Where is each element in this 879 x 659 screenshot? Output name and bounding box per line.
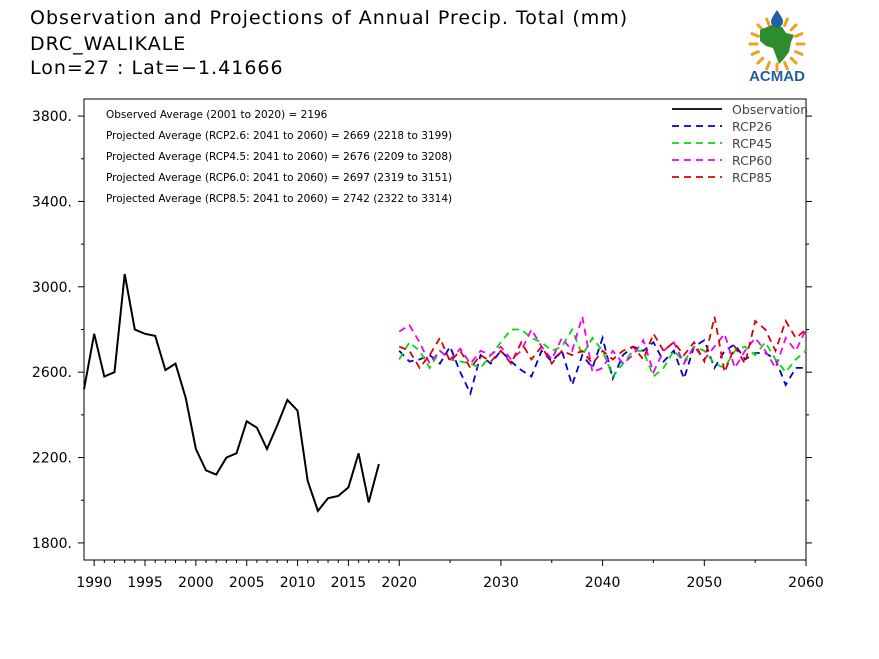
- sun-ray-icon: [783, 17, 789, 28]
- sun-ray-icon: [789, 23, 798, 32]
- series-line-rcp85: [398, 316, 807, 376]
- x-tick-label: 1990: [76, 575, 112, 591]
- legend-label: RCP85: [732, 170, 772, 185]
- x-tick-label: 1995: [127, 575, 163, 591]
- y-tick-label: 2600.: [32, 365, 72, 381]
- plot-frame: [83, 98, 807, 561]
- y-tick-label: 1800.: [32, 536, 72, 552]
- x-tick-label: 2060: [788, 575, 824, 591]
- average-annotation: Projected Average (RCP6.0: 2041 to 2060)…: [106, 172, 452, 184]
- x-tick-label: 2000: [178, 575, 214, 591]
- sun-ray-icon: [765, 60, 771, 71]
- sun-ray-icon: [783, 60, 789, 71]
- x-tick-label: 2015: [331, 575, 367, 591]
- y-tick-label: 3000.: [32, 280, 72, 296]
- series-line-observation: [83, 273, 380, 513]
- acmad-logo: ACMAD: [748, 10, 806, 84]
- sun-ray-icon: [756, 23, 765, 32]
- average-annotation: Projected Average (RCP2.6: 2041 to 2060)…: [106, 130, 452, 142]
- sun-ray-icon: [765, 17, 771, 28]
- legend-label: Observation: [732, 102, 808, 117]
- y-tick-label: 2200.: [32, 451, 72, 467]
- sun-ray-icon: [750, 32, 761, 38]
- x-tick-label: 2030: [483, 575, 519, 591]
- average-annotation: Projected Average (RCP8.5: 2041 to 2060)…: [106, 193, 452, 205]
- logo-text: ACMAD: [749, 68, 805, 84]
- series-line-rcp26: [398, 334, 806, 397]
- average-annotation: Projected Average (RCP4.5: 2041 to 2060)…: [106, 151, 452, 163]
- chart-title: Observation and Projections of Annual Pr…: [30, 7, 629, 29]
- location-name: DRC_WALIKALE: [30, 33, 187, 55]
- x-tick-label: 2040: [585, 575, 621, 591]
- africa-map-icon: [760, 25, 794, 64]
- y-tick-label: 3400.: [32, 194, 72, 210]
- x-tick-label: 2020: [381, 575, 417, 591]
- sun-ray-icon: [750, 50, 761, 56]
- legend-label: RCP26: [732, 119, 772, 134]
- coordinates: Lon=27 : Lat=−1.41666: [30, 57, 284, 79]
- y-tick-label: 3800.: [32, 109, 72, 125]
- x-tick-label: 2050: [686, 575, 722, 591]
- sun-ray-icon: [789, 56, 798, 65]
- legend-label: RCP45: [732, 136, 772, 151]
- sun-ray-icon: [793, 50, 804, 56]
- series-line-rcp60: [398, 316, 807, 375]
- water-drop-icon: [771, 10, 783, 28]
- sun-ray-icon: [756, 56, 765, 65]
- sun-ray-icon: [793, 32, 804, 38]
- average-annotation: Observed Average (2001 to 2020) = 2196: [106, 109, 328, 121]
- x-tick-label: 2005: [229, 575, 265, 591]
- legend-label: RCP60: [732, 153, 772, 168]
- x-tick-label: 2010: [280, 575, 316, 591]
